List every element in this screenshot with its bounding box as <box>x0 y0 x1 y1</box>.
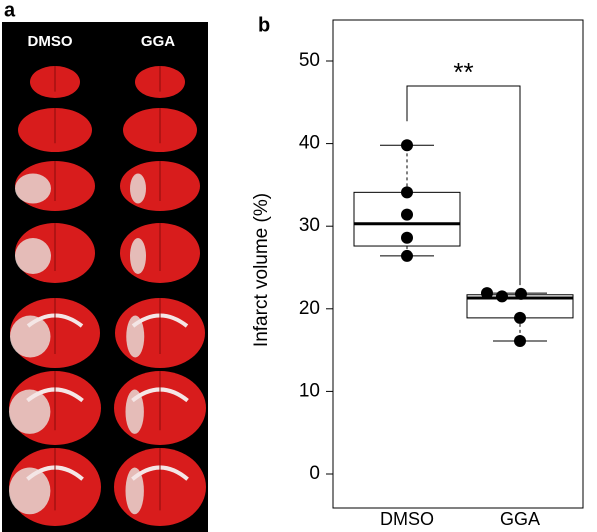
y-tick-label: 0 <box>309 463 320 484</box>
slice-pale <box>9 389 51 434</box>
y-tick-label: 10 <box>299 380 320 401</box>
point <box>401 249 413 262</box>
point <box>514 335 526 348</box>
panel-label: a <box>4 0 16 21</box>
y-tick-label: 50 <box>299 50 320 71</box>
slice-pale <box>125 389 144 434</box>
brain-slices <box>9 66 206 526</box>
panel-label: b <box>258 14 270 36</box>
y-tick-label: 20 <box>299 298 320 319</box>
point <box>514 311 526 324</box>
slice-pale <box>10 315 51 358</box>
point <box>496 290 508 303</box>
column-label: GGA <box>141 33 175 50</box>
slice-pale <box>15 238 51 274</box>
slice-pale <box>9 467 51 515</box>
slice-pale <box>130 173 146 204</box>
y-tick-label: 30 <box>299 215 320 236</box>
slice-pale <box>125 467 144 515</box>
slice-pale <box>130 238 146 274</box>
column-label: DMSO <box>28 33 73 50</box>
y-tick-label: 40 <box>299 133 320 154</box>
y-axis-label: Infarct volume (%) <box>251 193 272 347</box>
slice-pale <box>15 173 51 204</box>
point <box>401 208 413 221</box>
x-tick-label: DMSO <box>380 509 434 529</box>
significance-bracket <box>406 85 521 286</box>
point <box>401 186 413 199</box>
plot-frame <box>332 19 584 509</box>
point <box>515 287 527 300</box>
point <box>401 139 413 152</box>
point <box>401 231 413 244</box>
significance-label: ** <box>453 57 473 87</box>
point <box>481 287 493 300</box>
slice-pale <box>126 315 145 358</box>
x-tick-label: GGA <box>500 509 540 529</box>
